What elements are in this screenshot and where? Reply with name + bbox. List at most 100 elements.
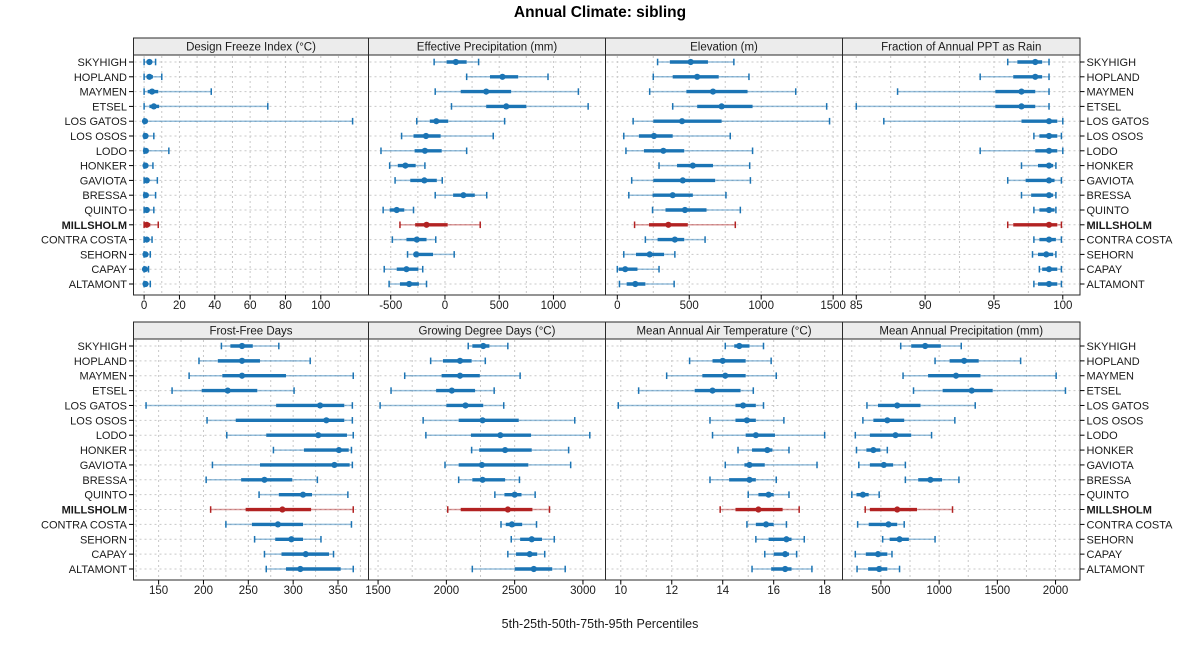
x-tick-label: 60 xyxy=(244,300,257,312)
interval-bressa xyxy=(434,191,488,199)
x-tick-label: 0 xyxy=(614,300,620,312)
interval-millsholm xyxy=(864,506,954,513)
interval-quinto xyxy=(382,206,415,214)
gridlines xyxy=(843,340,1079,579)
median-dot xyxy=(669,192,676,199)
interval-gaviota xyxy=(394,177,444,184)
interval-honker xyxy=(737,446,790,454)
interval-etsel xyxy=(671,103,828,110)
interval-contra-costa xyxy=(225,521,353,528)
median-dot xyxy=(478,461,485,469)
median-dot xyxy=(1045,132,1053,140)
x-axis: 10 12 14 16 18 xyxy=(614,580,831,597)
median-dot xyxy=(752,432,759,439)
interval-skyhigh xyxy=(220,342,280,350)
median-dot xyxy=(896,536,903,543)
interval-altamont xyxy=(142,280,152,288)
site-label: HOPLAND xyxy=(1087,72,1140,84)
interval-quinto xyxy=(747,491,790,498)
median-dot xyxy=(279,506,286,513)
x-axis: 0 500 1000 1500 xyxy=(614,295,846,312)
site-label: GAVIOTA xyxy=(80,460,128,472)
panel-frame xyxy=(368,338,606,581)
median-dot xyxy=(679,177,686,184)
median-dot xyxy=(687,58,694,66)
median-dot xyxy=(460,192,467,199)
interval-hopland xyxy=(465,73,549,81)
median-dot xyxy=(142,132,149,140)
interval-honker xyxy=(142,162,154,169)
x-tick-label: 100 xyxy=(1053,300,1072,312)
panel-elevation-m: Elevation (m) 0 500 1000 1500 xyxy=(605,37,846,312)
median-dot xyxy=(876,565,883,573)
x-tick-label: 3000 xyxy=(570,585,596,597)
median-dot xyxy=(665,221,672,228)
median-dot xyxy=(736,342,743,350)
median-dot xyxy=(323,417,330,424)
median-dot xyxy=(238,342,246,350)
interval-honker xyxy=(470,446,570,454)
interval-skyhigh xyxy=(467,342,509,350)
x-tick-label: 250 xyxy=(239,585,258,597)
site-label: ALTAMONT xyxy=(69,279,128,291)
panel-effective-precipitation-mm: Effective Precipitation (mm) -500 0 500 1000 xyxy=(368,37,606,312)
interval-honker xyxy=(388,162,426,169)
site-label: GAVIOTA xyxy=(80,175,128,187)
interval-los-gatos xyxy=(416,117,506,125)
x-tick-label: 2500 xyxy=(502,585,528,597)
interval-los-gatos xyxy=(379,402,505,409)
median-dot xyxy=(299,491,307,498)
site-label: SKYHIGH xyxy=(77,57,127,69)
panel-strip-title: Frost-Free Days xyxy=(209,326,292,338)
site-label: ALTAMONT xyxy=(69,564,128,576)
median-dot xyxy=(143,177,150,184)
interval-contra-costa xyxy=(143,236,153,243)
median-dot xyxy=(1045,162,1053,169)
interval-capay xyxy=(383,265,424,273)
interval-millsholm xyxy=(209,506,355,513)
median-dot xyxy=(413,236,420,243)
median-dot xyxy=(1045,221,1053,228)
median-dot xyxy=(681,206,689,214)
interval-sehorn xyxy=(623,251,676,258)
site-label: SKYHIGH xyxy=(1087,341,1137,353)
median-dot xyxy=(746,476,753,483)
gridlines xyxy=(134,56,368,294)
site-label: BRESSA xyxy=(82,190,127,202)
median-dot xyxy=(413,251,420,258)
interval-altamont xyxy=(856,565,901,573)
interval-etsel xyxy=(637,387,755,394)
median-dot xyxy=(148,88,156,95)
median-dot xyxy=(143,206,150,214)
site-label: ETSEL xyxy=(1087,101,1122,113)
interval-los-gatos xyxy=(883,117,1064,125)
median-dot xyxy=(238,372,246,379)
interval-etsel xyxy=(143,103,269,110)
median-dot xyxy=(402,162,409,169)
interval-bressa xyxy=(457,476,521,484)
interval-gaviota xyxy=(211,461,354,469)
interval-altamont xyxy=(751,565,813,573)
interval-altamont xyxy=(265,565,355,573)
interval-capay xyxy=(141,265,150,273)
interval-lodo xyxy=(979,147,1064,155)
panel-strip-title: Mean Annual Air Temperature (°C) xyxy=(636,326,811,338)
median-dot xyxy=(927,476,934,483)
panel-strip-title: Mean Annual Precipitation (mm) xyxy=(879,326,1043,338)
median-dot xyxy=(331,461,338,469)
site-label: MILLSHOLM xyxy=(62,505,127,517)
interval-contra-costa xyxy=(746,521,788,528)
median-dot xyxy=(448,387,455,394)
x-tick-label: 300 xyxy=(284,585,303,597)
median-dot xyxy=(393,206,400,214)
median-dot xyxy=(462,402,469,409)
median-dot xyxy=(452,58,459,66)
y-axis-ticks-row2 xyxy=(129,345,1085,570)
median-dot xyxy=(143,236,150,243)
gridlines xyxy=(606,56,842,294)
x-axis: 0 20 40 60 80 100 xyxy=(141,295,330,312)
site-label: LOS OSOS xyxy=(70,131,127,143)
median-dot xyxy=(141,118,149,125)
interval-sehorn xyxy=(510,535,556,543)
